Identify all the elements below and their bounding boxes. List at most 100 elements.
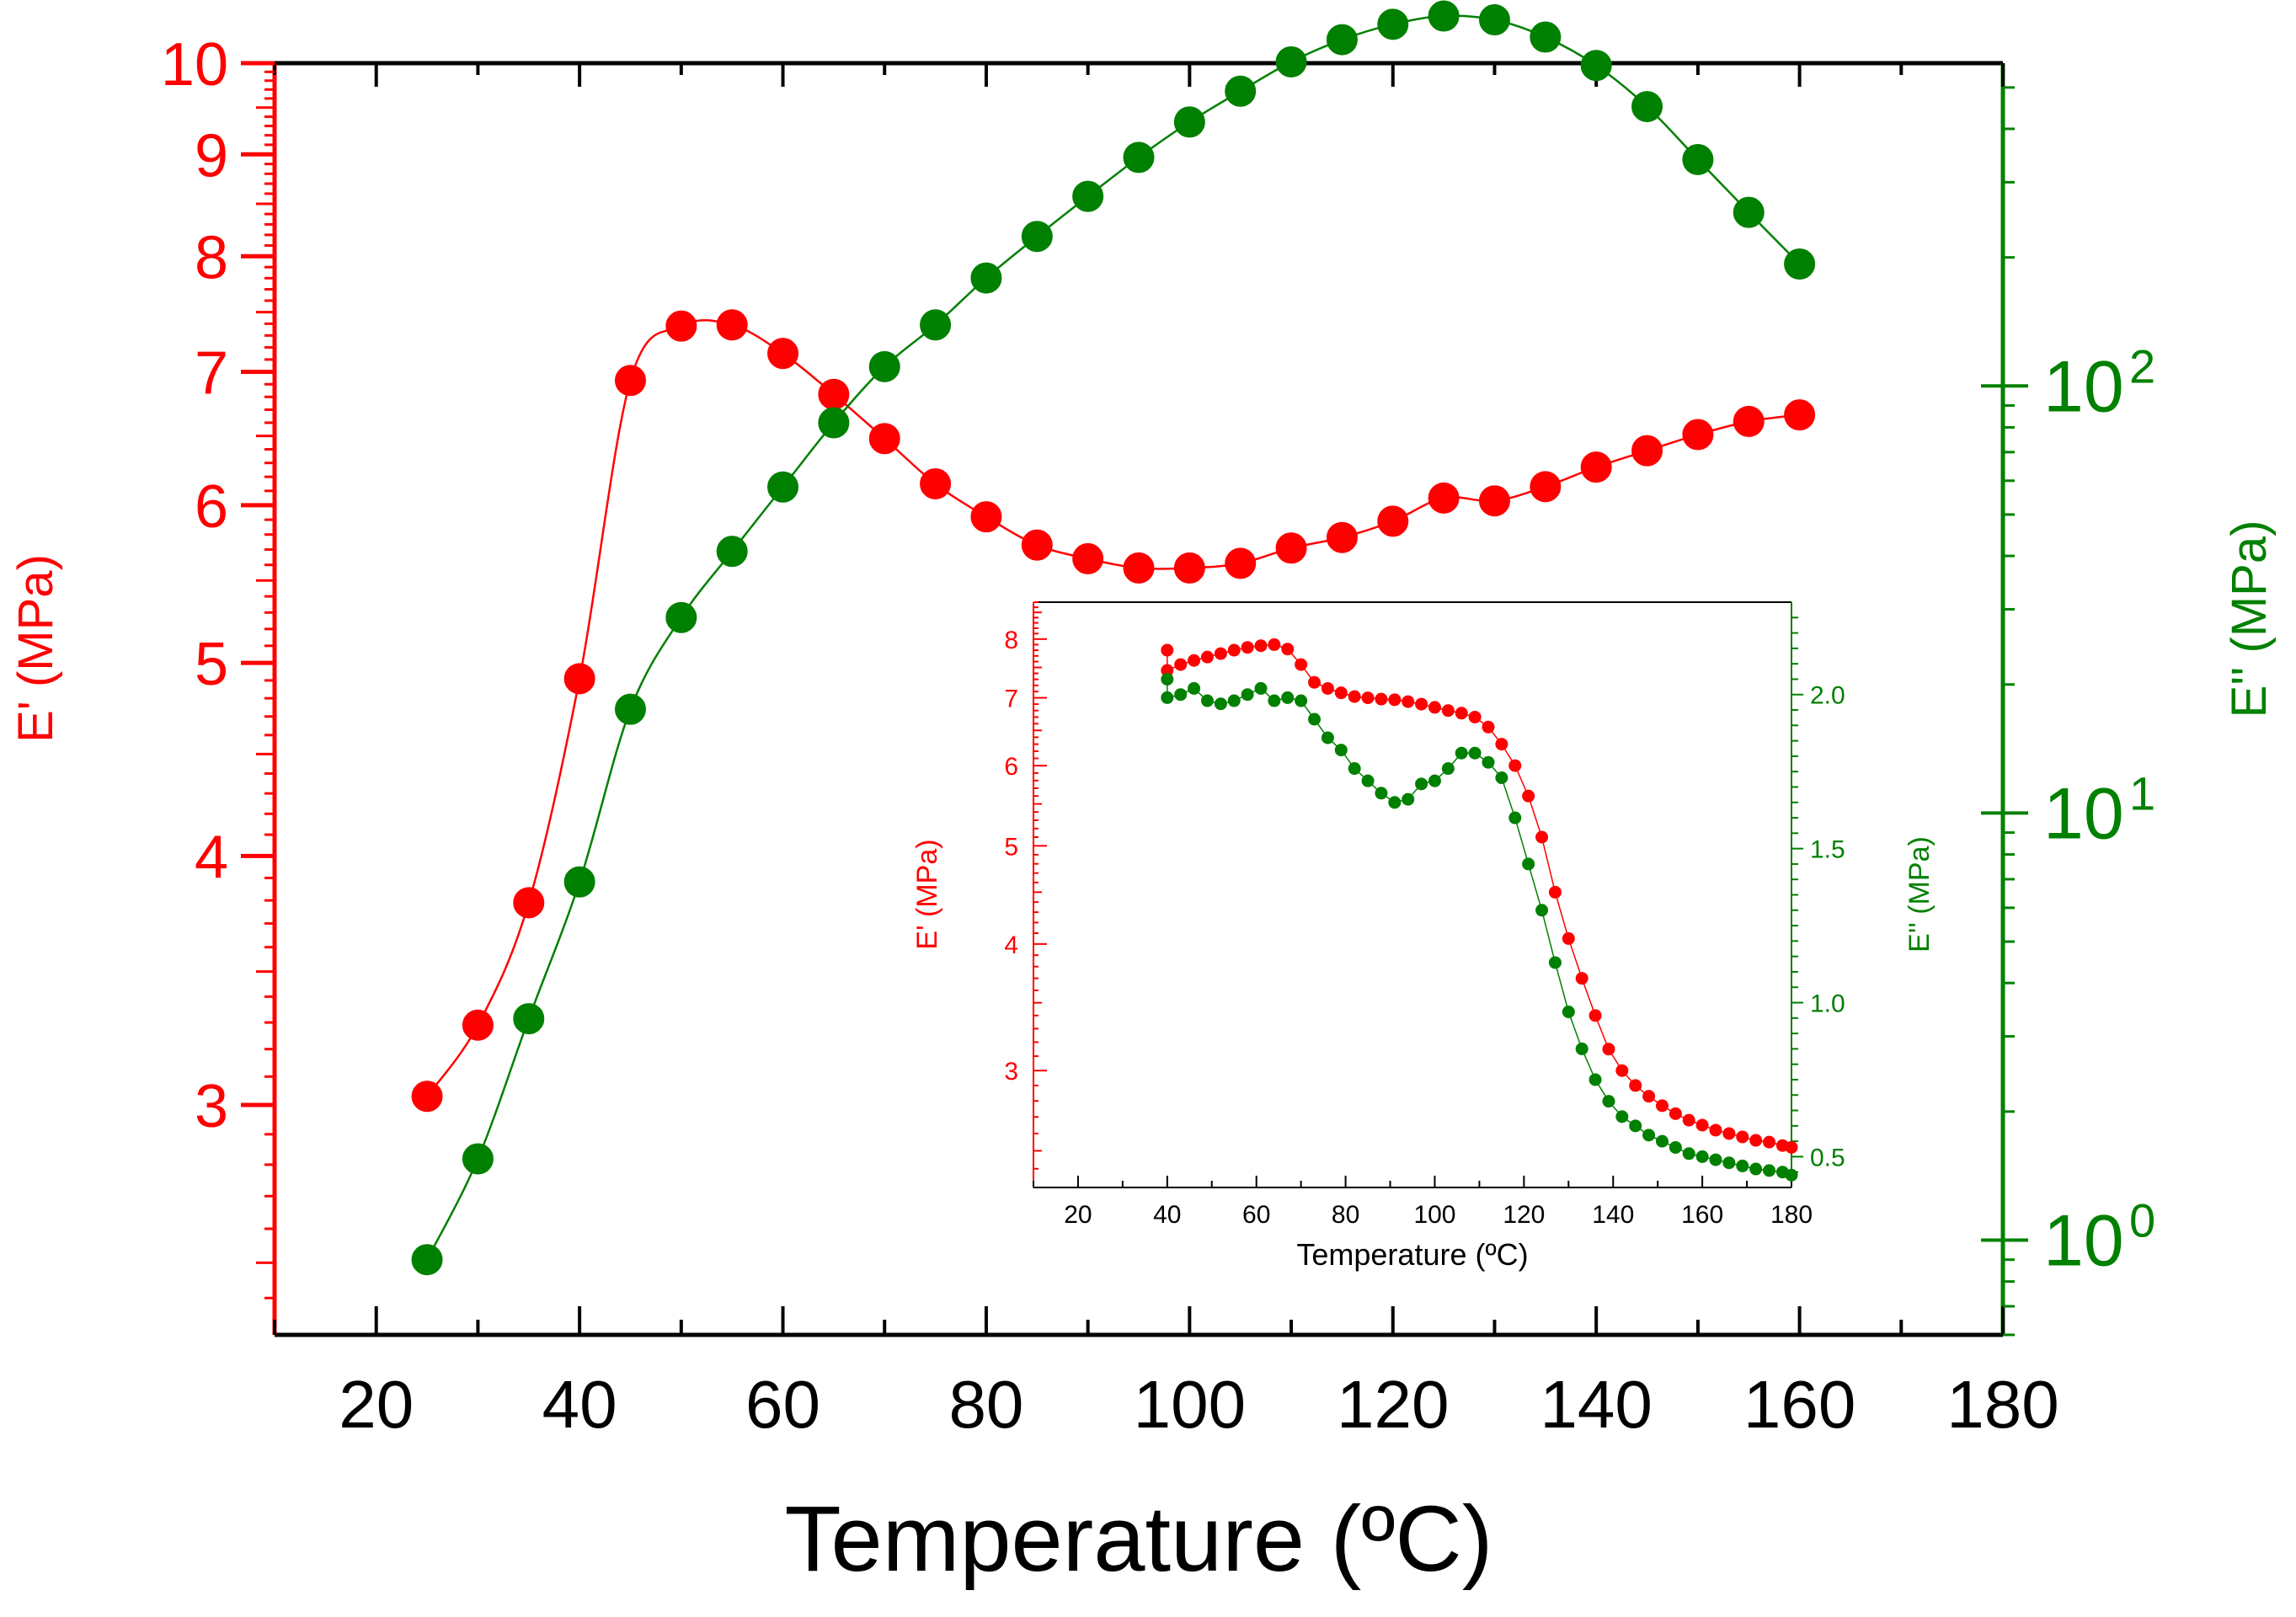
inset-point-storage-modulus (1415, 697, 1428, 711)
inset-point-loss-modulus (1334, 744, 1348, 757)
inset-point-loss-modulus (1655, 1134, 1669, 1148)
main-left-tick-label: 9 (195, 122, 228, 189)
main-right-tick-exponent: 2 (2129, 339, 2155, 392)
inset-point-storage-modulus (1629, 1079, 1642, 1092)
inset-point-loss-modulus (1455, 746, 1468, 760)
main-point-loss-modulus (1377, 8, 1409, 40)
inset-point-loss-modulus (1522, 857, 1535, 871)
inset-x-tick-label: 140 (1592, 1201, 1634, 1229)
main-right-tick-exponent: 1 (2129, 766, 2155, 819)
inset-point-storage-modulus (1254, 639, 1268, 653)
main-point-storage-modulus (1580, 451, 1612, 483)
main-x-tick-label: 120 (1337, 1367, 1449, 1442)
inset-point-storage-modulus (1642, 1090, 1656, 1103)
main-point-loss-modulus (1784, 248, 1816, 280)
inset-point-storage-modulus (1334, 686, 1348, 700)
inset-point-storage-modulus (1455, 707, 1468, 720)
inset-x-tick-label: 80 (1332, 1201, 1359, 1229)
main-point-loss-modulus (1631, 91, 1663, 123)
inset-point-loss-modulus (1174, 688, 1188, 702)
inset-point-loss-modulus (1562, 1006, 1575, 1018)
inset-point-loss-modulus (1468, 746, 1482, 760)
main-point-storage-modulus (920, 467, 952, 499)
main-point-storage-modulus (411, 1081, 443, 1113)
inset-x-tick-label: 100 (1413, 1201, 1455, 1229)
main-point-storage-modulus (868, 423, 900, 455)
main-point-loss-modulus (970, 262, 1002, 294)
main-point-loss-modulus (1173, 106, 1205, 138)
inset-point-loss-modulus (1482, 755, 1495, 769)
main-point-loss-modulus (1478, 4, 1510, 36)
inset-point-storage-modulus (1200, 650, 1214, 664)
inset-point-loss-modulus (1629, 1119, 1642, 1133)
inset-x-tick-label: 40 (1153, 1201, 1181, 1229)
main-point-loss-modulus (1580, 50, 1612, 82)
main-point-loss-modulus (818, 407, 850, 439)
inset-point-loss-modulus (1669, 1140, 1682, 1154)
main-point-storage-modulus (1275, 532, 1307, 564)
inset-x-axis-title: Temperature (ºC) (1296, 1237, 1528, 1272)
inset-point-loss-modulus (1589, 1073, 1602, 1086)
main-point-storage-modulus (1733, 405, 1765, 437)
inset-point-storage-modulus (1268, 638, 1281, 651)
main-point-storage-modulus (818, 378, 850, 410)
main-point-loss-modulus (1225, 75, 1257, 107)
inset-left-tick-label: 8 (1004, 627, 1018, 654)
inset-point-storage-modulus (1348, 690, 1361, 703)
main-point-loss-modulus (716, 536, 748, 568)
main-x-axis-title: Temperature (ºC) (785, 1487, 1493, 1591)
inset-point-loss-modulus (1388, 796, 1402, 809)
inset-point-storage-modulus (1749, 1134, 1763, 1147)
main-left-tick-label: 7 (195, 339, 228, 407)
inset-point-storage-modulus (1682, 1113, 1695, 1127)
main-x-tick-label: 20 (339, 1367, 414, 1442)
inset-point-loss-modulus (1254, 681, 1268, 695)
inset-point-storage-modulus (1508, 759, 1522, 772)
inset-point-loss-modulus (1415, 777, 1428, 791)
inset-point-loss-modulus (1722, 1156, 1736, 1170)
main-point-storage-modulus (1072, 542, 1104, 574)
inset-point-loss-modulus (1214, 697, 1227, 711)
inset-point-loss-modulus (1602, 1095, 1615, 1108)
inset-point-loss-modulus (1200, 694, 1214, 707)
inset-left-tick-label: 5 (1004, 833, 1018, 861)
inset-point-storage-modulus (1214, 647, 1227, 660)
main-point-storage-modulus (614, 365, 646, 397)
inset-point-loss-modulus (1281, 691, 1295, 704)
inset-series-layer (1161, 638, 1798, 1182)
inset-right-tick-label: 0.5 (1810, 1144, 1845, 1171)
main-point-loss-modulus (1530, 21, 1562, 53)
main-point-loss-modulus (563, 866, 595, 898)
main-point-storage-modulus (1123, 552, 1155, 584)
main-right-tick-label: 10 (2043, 773, 2124, 854)
main-point-loss-modulus (1021, 221, 1053, 253)
main-x-tick-label: 100 (1134, 1367, 1246, 1442)
main-point-loss-modulus (1733, 196, 1765, 228)
main-right-axis-title: E'' (MPa) (2222, 520, 2277, 718)
inset-point-storage-modulus (1615, 1064, 1629, 1077)
inset-point-loss-modulus (1495, 771, 1508, 784)
main-point-loss-modulus (462, 1143, 494, 1175)
main-point-loss-modulus (1123, 141, 1155, 173)
inset-point-storage-modulus (1161, 643, 1174, 657)
inset-point-loss-modulus (1268, 694, 1281, 707)
inset-point-storage-modulus (1695, 1118, 1709, 1132)
main-point-loss-modulus (1428, 0, 1460, 32)
main-right-tick-label: 10 (2043, 346, 2124, 427)
inset-point-storage-modulus (1522, 789, 1535, 803)
inset-point-loss-modulus (1682, 1147, 1695, 1161)
inset-right-tick-label: 1.5 (1810, 836, 1845, 864)
inset-point-storage-modulus (1441, 704, 1455, 718)
inset-point-storage-modulus (1375, 692, 1388, 706)
main-right-tick-exponent: 0 (2129, 1194, 2155, 1247)
inset-point-loss-modulus (1749, 1162, 1763, 1176)
main-right-tick-label: 10 (2043, 1201, 2124, 1282)
inset-right-axis-title: E'' (MPa) (1904, 836, 1936, 953)
inset-point-storage-modulus (1785, 1140, 1798, 1154)
main-point-loss-modulus (665, 601, 697, 633)
main-point-storage-modulus (1377, 505, 1409, 537)
main-point-storage-modulus (1682, 419, 1714, 451)
main-point-storage-modulus (1784, 399, 1816, 431)
main-point-loss-modulus (411, 1244, 443, 1276)
